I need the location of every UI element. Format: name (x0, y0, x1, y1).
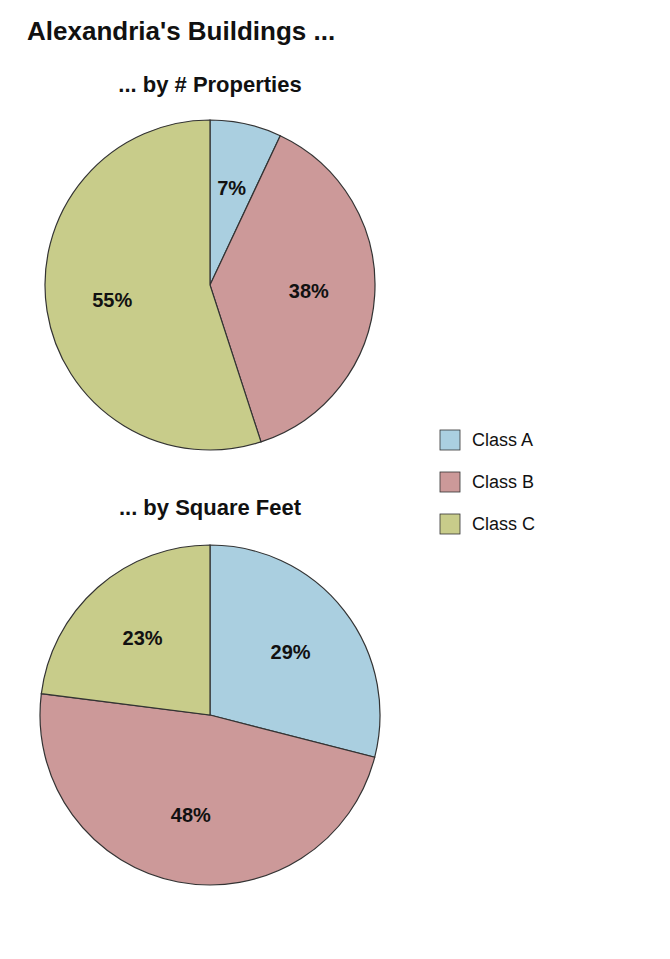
legend-swatch (440, 430, 460, 450)
legend: Class A Class B Class C (440, 430, 535, 534)
legend-swatch (440, 472, 460, 492)
pie-labels: 29% 48% 23% (123, 627, 311, 826)
chart-root: Alexandria's Buildings ... ... by # Prope… (0, 0, 670, 959)
legend-swatch (440, 514, 460, 534)
data-label: 38% (289, 280, 329, 302)
data-label: 48% (171, 804, 211, 826)
data-label: 23% (123, 627, 163, 649)
pie-labels: 7% 38% 55% (92, 177, 329, 311)
data-label: 55% (92, 289, 132, 311)
pie-slice (45, 120, 261, 450)
pie-slice (41, 545, 210, 715)
pie-slice (40, 694, 375, 885)
data-label: 7% (217, 177, 246, 199)
main-title: Alexandria's Buildings ... (27, 16, 335, 46)
legend-entry: Class A (472, 430, 533, 450)
data-label: 29% (271, 641, 311, 663)
pie-group (45, 120, 375, 450)
legend-entry: Class B (472, 472, 534, 492)
chart-subtitle: ... by Square Feet (119, 495, 302, 520)
legend-entry: Class C (472, 514, 535, 534)
chart-subtitle: ... by # Properties (118, 72, 301, 97)
pie-group (40, 545, 380, 885)
